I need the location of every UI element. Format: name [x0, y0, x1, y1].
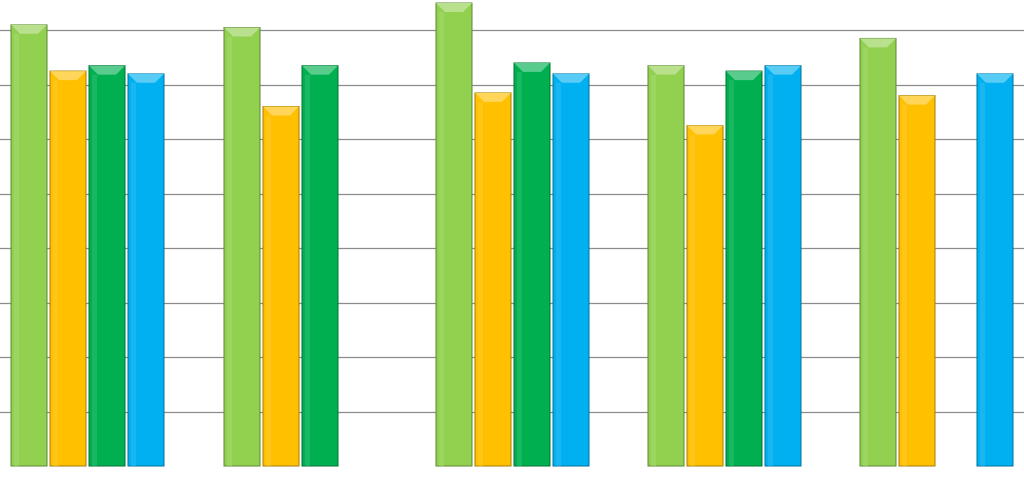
- bar-bevel: [899, 95, 935, 105]
- bar-bevel: [687, 125, 723, 135]
- bar-bevel: [765, 65, 801, 75]
- gridlines: [0, 29, 1024, 414]
- bar-bevel: [553, 73, 589, 83]
- bar: [223, 27, 261, 467]
- bar: [647, 65, 685, 467]
- bar-bevel: [475, 92, 511, 102]
- bar-highlight: [690, 134, 695, 466]
- bar: [435, 2, 473, 467]
- bar-highlight: [305, 74, 310, 466]
- bars: [10, 2, 1014, 467]
- bar-bevel: [514, 62, 550, 72]
- bar-bevel: [977, 73, 1013, 83]
- bar-highlight: [768, 74, 773, 466]
- bar: [976, 73, 1014, 467]
- bar-bevel: [11, 24, 47, 34]
- bar: [552, 73, 590, 467]
- bar-highlight: [92, 74, 97, 466]
- bar-highlight: [439, 12, 444, 466]
- bar-highlight: [863, 47, 868, 466]
- bar-highlight: [131, 82, 136, 466]
- bar: [898, 95, 936, 467]
- bar: [262, 105, 300, 467]
- bar-bevel: [302, 65, 338, 75]
- bar: [725, 70, 763, 467]
- bar-bevel: [128, 73, 164, 83]
- bar-highlight: [556, 82, 561, 466]
- bar: [859, 37, 897, 467]
- bar-highlight: [227, 36, 232, 466]
- bar-bevel: [263, 106, 299, 116]
- bar: [301, 65, 339, 467]
- bar-bevel: [648, 65, 684, 75]
- bar: [764, 65, 802, 467]
- bar-bevel: [726, 71, 762, 81]
- bar-bevel: [50, 71, 86, 81]
- bar: [686, 125, 724, 467]
- bar: [88, 65, 126, 467]
- bar-bevel: [436, 3, 472, 12]
- bar: [49, 70, 87, 467]
- bar: [10, 24, 48, 467]
- bar: [474, 92, 512, 467]
- bar-highlight: [53, 80, 58, 467]
- bar-highlight: [980, 82, 985, 466]
- bar-bevel: [860, 38, 896, 48]
- bar-highlight: [517, 71, 522, 466]
- bar-bevel: [89, 65, 125, 75]
- bar-highlight: [902, 104, 907, 466]
- bar-highlight: [478, 101, 483, 467]
- bar-highlight: [729, 80, 734, 467]
- bar-highlight: [651, 74, 656, 466]
- bar: [127, 73, 165, 467]
- bar-highlight: [14, 33, 19, 466]
- bar-highlight: [266, 115, 271, 467]
- bar-bevel: [224, 27, 260, 37]
- bar: [513, 62, 551, 467]
